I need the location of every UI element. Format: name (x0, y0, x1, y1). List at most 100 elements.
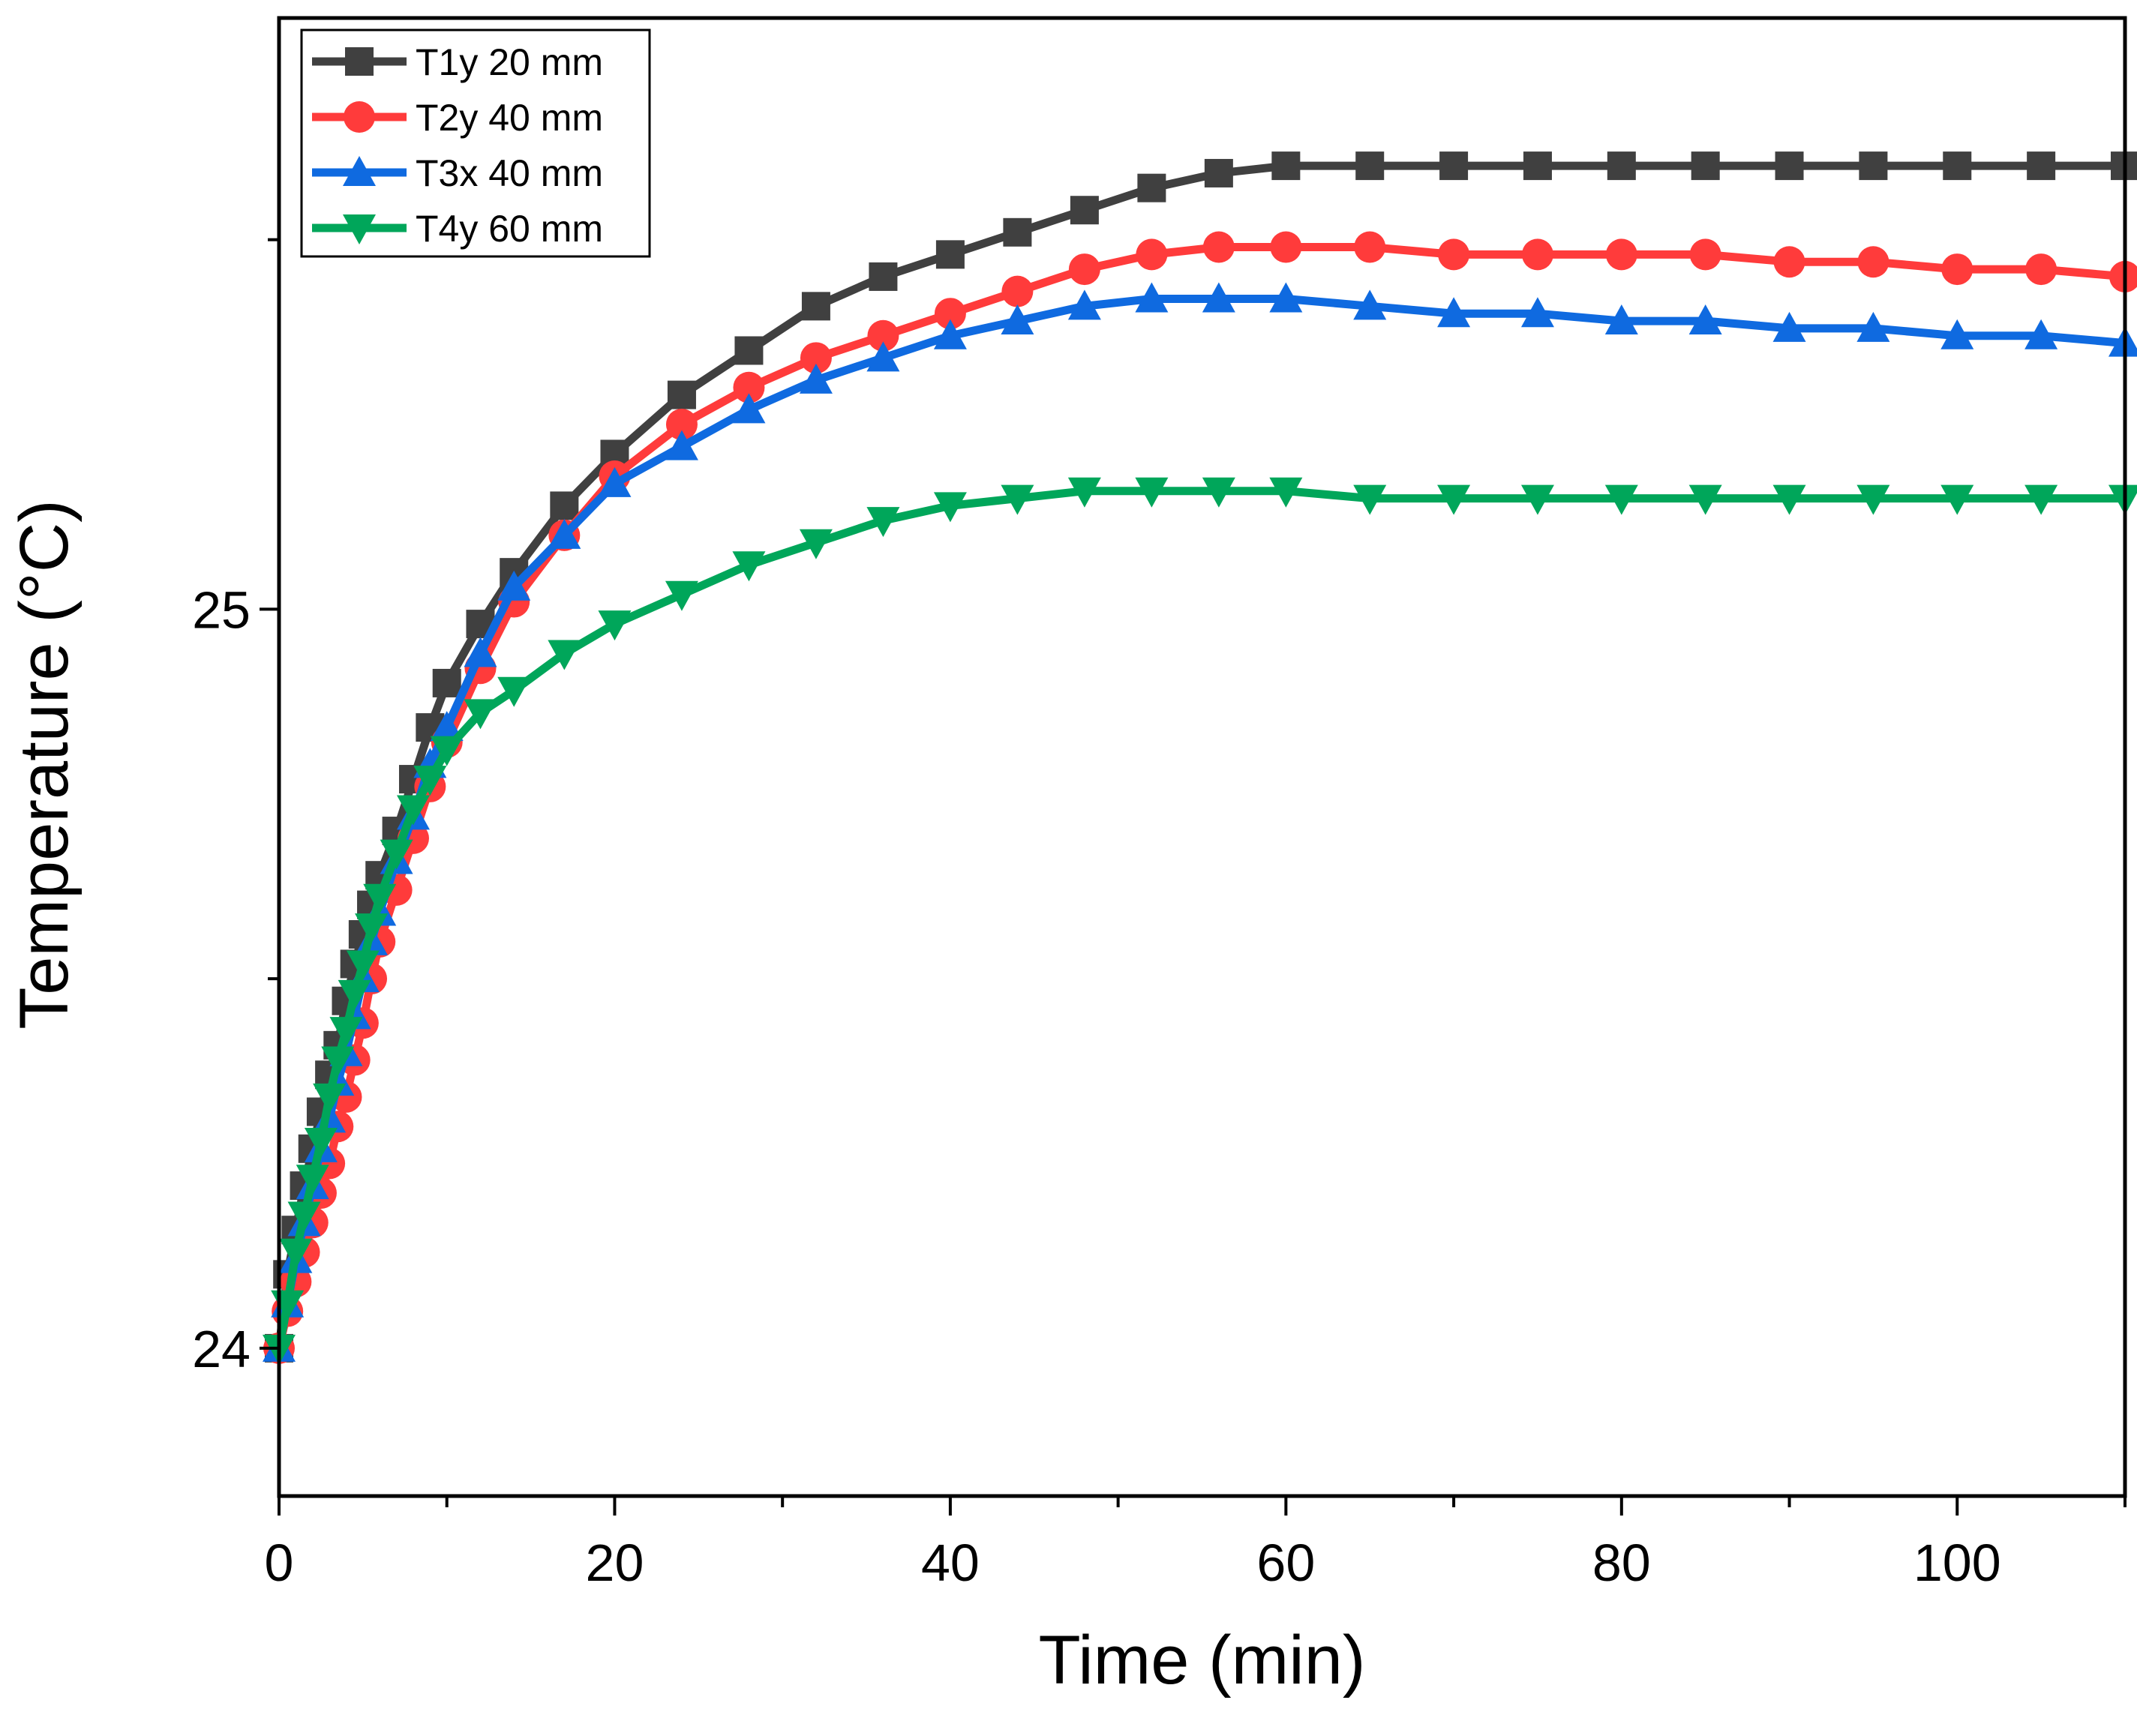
x-tick-label: 80 (1592, 1534, 1651, 1592)
series-3 (263, 282, 2137, 1362)
series-2-line (275, 243, 2129, 1353)
series-4-point (396, 795, 430, 826)
legend-marker (343, 214, 376, 244)
series-4-point (1067, 477, 1101, 508)
series-2-point (1605, 238, 1637, 271)
series-3-point (548, 518, 581, 549)
series-4-point (1001, 484, 1034, 515)
series-1-point (869, 262, 898, 291)
series-2-point (1001, 275, 1034, 307)
series-4-point (1772, 484, 1806, 515)
series-4-point (329, 1017, 363, 1048)
series-3-point (1067, 289, 1101, 320)
series-1-line (275, 161, 2129, 1353)
series-3-line (275, 295, 2129, 1353)
series-4-point (933, 492, 967, 523)
series-3-point (1604, 304, 1638, 335)
series-3-point (1856, 311, 1890, 342)
series-4-line (275, 487, 2129, 1353)
series-3-point (866, 341, 900, 372)
series-4-point (598, 610, 632, 641)
series-4-point (1135, 477, 1169, 508)
legend-marker (344, 101, 375, 133)
series-1-point (734, 336, 764, 365)
x-tick-label: 20 (586, 1534, 644, 1592)
series-4-point (279, 1238, 313, 1269)
series-4-point (799, 529, 833, 559)
series-1-point (2027, 151, 2056, 181)
series-4-point (304, 1127, 338, 1158)
series-2-point (1773, 246, 1805, 278)
legend-label: T4y 60 mm (416, 208, 603, 250)
series-3-point (2024, 319, 2058, 349)
x-tick-label: 0 (265, 1534, 294, 1592)
y-axis-title: Temperature (°C) (6, 499, 83, 1030)
series-2-point (867, 319, 899, 352)
series-4-point (464, 699, 497, 730)
legend-item: T3x 40 mm (312, 152, 603, 194)
x-tick-label: 100 (1913, 1534, 2001, 1592)
series-4-point (1856, 484, 1890, 515)
series-1-point (1775, 151, 1804, 181)
series-2-point (1941, 253, 1973, 286)
series-2-point (1354, 231, 1386, 263)
series-2-point (1521, 238, 1553, 271)
series-3-point (1353, 289, 1387, 320)
series-4-point (363, 883, 397, 914)
legend-marker (343, 156, 376, 186)
series-1-point (1137, 173, 1166, 202)
series-4-point (866, 507, 900, 538)
series-2-point (1202, 231, 1235, 263)
series-1-point (1271, 151, 1301, 181)
series-3-point (1001, 304, 1034, 335)
series-3-point (1269, 282, 1303, 313)
series-4-point (665, 580, 698, 611)
x-tick-label: 40 (921, 1534, 980, 1592)
series-1-point (1070, 196, 1099, 225)
legend-item: T1y 20 mm (312, 41, 603, 83)
series-1-point (1204, 158, 1233, 187)
series-3-point (1202, 282, 1235, 313)
plot-frame (277, 16, 2127, 1498)
series-1 (265, 151, 2137, 1363)
series-4-point (296, 1165, 329, 1195)
series-3-point (732, 393, 766, 424)
series-2-point (2025, 253, 2057, 286)
series-4-point (338, 979, 371, 1010)
series-4-point (1520, 484, 1554, 515)
series-3-point (799, 363, 833, 394)
series-4-point (1604, 484, 1638, 515)
series-4-point (2024, 484, 2058, 515)
y-tick-label: 24 (192, 1320, 251, 1378)
series-4-point (355, 913, 389, 944)
series-4-point (1940, 484, 1974, 515)
series-2-point (665, 409, 698, 441)
series-3-point (464, 637, 497, 667)
series-4-point (346, 950, 380, 981)
series-1-point (935, 240, 965, 269)
series-2-point (1689, 238, 1721, 271)
series-4-point (1353, 484, 1387, 515)
series-4-point (413, 766, 447, 796)
series-4-point (380, 839, 413, 870)
series-3-point (1688, 304, 1722, 335)
series-3-point (2108, 326, 2137, 357)
series-1-point (1859, 151, 1888, 181)
series-4 (263, 477, 2137, 1365)
series-4-point (2108, 484, 2137, 515)
series-2-point (934, 298, 966, 330)
series-1-point (1523, 151, 1552, 181)
series-2-point (733, 371, 765, 403)
series-1-point (1691, 151, 1720, 181)
series-3-point (665, 430, 698, 460)
series-4-point (548, 640, 581, 670)
series-1-point (550, 491, 579, 520)
series-3-point (1437, 297, 1471, 328)
series-3-point (598, 466, 632, 497)
axes: 0 20 40 60 80 100 24 25 (192, 238, 2126, 1592)
series-1-point (667, 380, 696, 409)
series-4-point (1437, 484, 1471, 515)
series-1-point (1439, 151, 1469, 181)
series-4-point (497, 676, 531, 707)
